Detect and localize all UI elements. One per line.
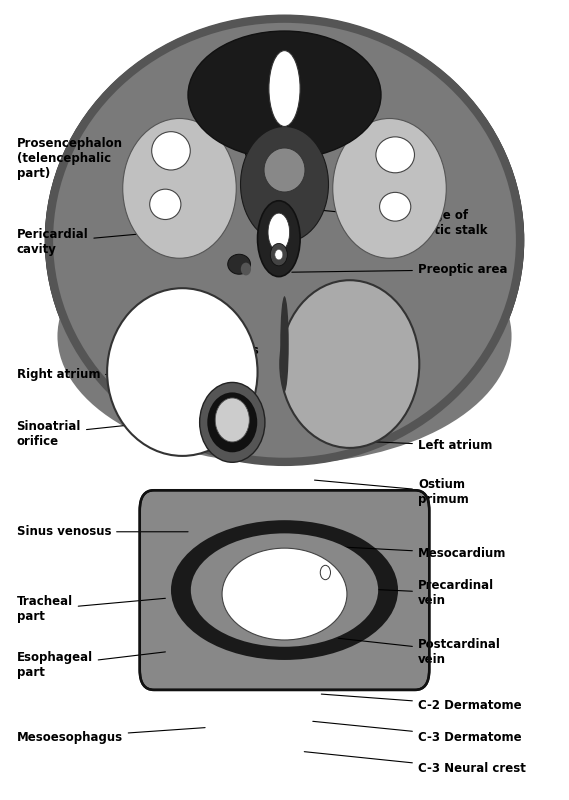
- Ellipse shape: [107, 288, 258, 456]
- Circle shape: [320, 566, 331, 580]
- Ellipse shape: [188, 31, 381, 159]
- Text: Prosencephalon
(telencephalic
part): Prosencephalon (telencephalic part): [17, 138, 150, 180]
- Ellipse shape: [57, 208, 512, 464]
- Text: Conus cordis: Conus cordis: [174, 344, 259, 362]
- Ellipse shape: [123, 118, 236, 258]
- Ellipse shape: [207, 393, 257, 452]
- Ellipse shape: [333, 118, 446, 258]
- Text: Ostium
primum: Ostium primum: [315, 478, 469, 506]
- Text: Pericardial
cavity: Pericardial cavity: [17, 228, 156, 256]
- Ellipse shape: [380, 192, 411, 221]
- FancyBboxPatch shape: [140, 490, 429, 690]
- Text: C-3 Neural crest: C-3 Neural crest: [304, 752, 526, 775]
- Text: Tracheal
part: Tracheal part: [17, 595, 166, 623]
- Text: Precardinal
vein: Precardinal vein: [339, 579, 494, 607]
- Ellipse shape: [258, 201, 300, 277]
- Text: Mesoesophagus: Mesoesophagus: [17, 728, 205, 743]
- Text: Left atrium: Left atrium: [336, 439, 492, 452]
- Ellipse shape: [268, 213, 290, 251]
- Ellipse shape: [200, 382, 265, 462]
- Ellipse shape: [270, 243, 287, 266]
- Ellipse shape: [241, 262, 251, 275]
- Text: Right atrium: Right atrium: [17, 368, 139, 381]
- Ellipse shape: [46, 17, 523, 464]
- Ellipse shape: [269, 50, 300, 126]
- Ellipse shape: [222, 548, 347, 640]
- Text: Prosocoele
(forebrain
ventricle): Prosocoele (forebrain ventricle): [200, 103, 273, 158]
- Text: Esophageal
part: Esophageal part: [17, 651, 166, 679]
- Ellipse shape: [171, 520, 398, 660]
- Ellipse shape: [241, 126, 328, 242]
- Ellipse shape: [228, 254, 250, 274]
- Ellipse shape: [275, 250, 283, 260]
- Ellipse shape: [191, 534, 378, 646]
- Text: Postcardinal
vein: Postcardinal vein: [339, 638, 501, 666]
- Ellipse shape: [281, 296, 288, 392]
- Ellipse shape: [152, 132, 190, 170]
- Text: Edge of
optic stalk: Edge of optic stalk: [320, 209, 488, 237]
- Ellipse shape: [150, 189, 181, 219]
- Text: Sinus venosus: Sinus venosus: [17, 526, 188, 538]
- Ellipse shape: [215, 398, 249, 442]
- Text: C-3 Dermatome: C-3 Dermatome: [313, 722, 522, 743]
- Ellipse shape: [281, 280, 419, 448]
- Text: C-2 Dermatome: C-2 Dermatome: [321, 694, 522, 711]
- Text: Sinoatrial
orifice: Sinoatrial orifice: [17, 419, 152, 447]
- Ellipse shape: [376, 137, 414, 173]
- Ellipse shape: [264, 148, 305, 192]
- Text: Mesocardium: Mesocardium: [313, 546, 506, 560]
- Text: Preoptic area: Preoptic area: [292, 263, 508, 276]
